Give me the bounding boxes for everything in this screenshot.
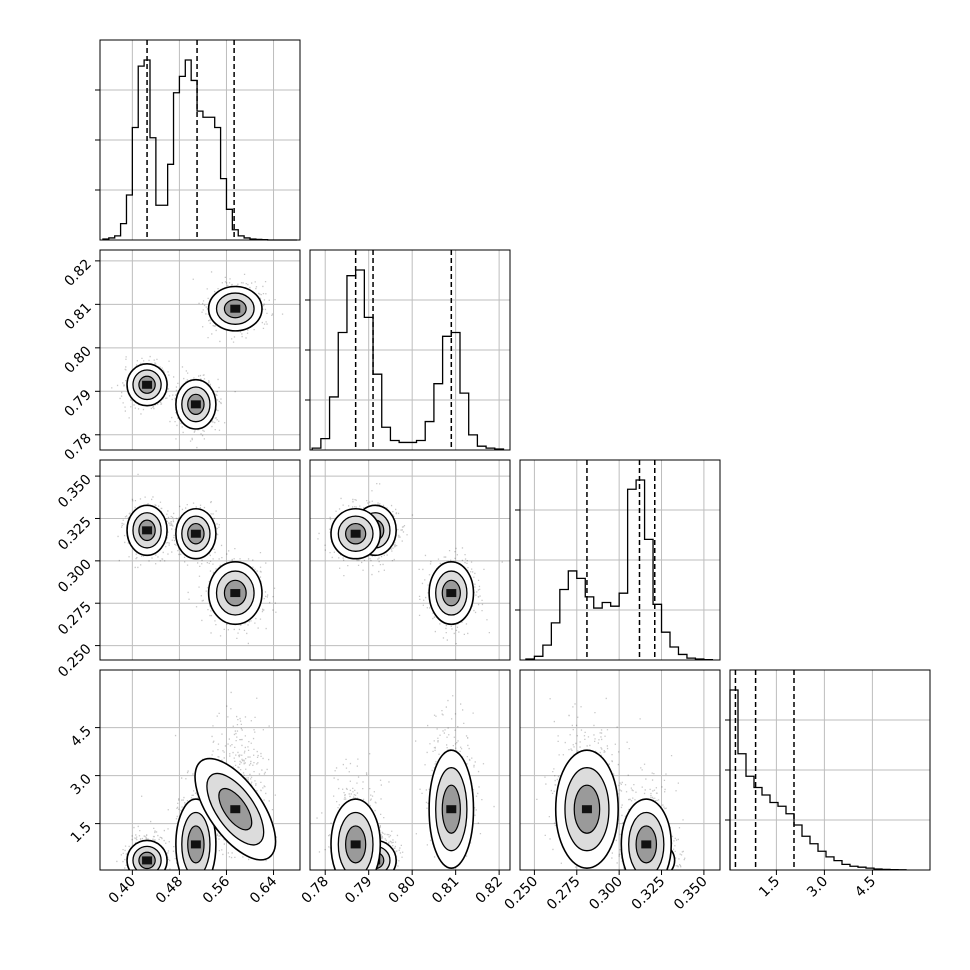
x-tick-label: 0.80 xyxy=(386,874,419,907)
panel-body xyxy=(116,691,278,870)
panel-frame xyxy=(519,669,721,871)
histogram-3 xyxy=(729,689,907,871)
x-tick-label: 0.350 xyxy=(671,874,711,914)
panel-3-1 xyxy=(309,669,511,871)
panel-frame xyxy=(99,459,301,661)
y-tick-label: 4.5 xyxy=(68,723,95,750)
y-tick-label: 0.80 xyxy=(61,343,94,376)
panel-body xyxy=(316,695,495,870)
density-peak xyxy=(446,589,457,598)
panel-3-2 xyxy=(519,669,721,871)
x-tick-label: 0.64 xyxy=(247,873,280,906)
y-tick-label: 0.300 xyxy=(55,556,95,596)
y-tick-label: 0.275 xyxy=(55,599,95,639)
density-peak xyxy=(190,400,201,409)
histogram-2 xyxy=(525,479,714,661)
panel-frame xyxy=(309,459,511,661)
x-tick-label: 0.40 xyxy=(106,874,139,907)
x-tick-label: 1.5 xyxy=(756,874,783,901)
panel-3-0 xyxy=(99,669,301,871)
y-tick-label: 0.325 xyxy=(55,514,95,554)
x-tick-label: 0.48 xyxy=(153,874,186,907)
y-tick-label: 1.5 xyxy=(68,819,95,846)
panel-frame xyxy=(99,249,301,451)
x-tick-label: 0.250 xyxy=(502,874,542,914)
density-peak xyxy=(350,840,361,849)
panel-2-2 xyxy=(515,459,721,661)
panel-frame xyxy=(729,669,931,871)
density-peak xyxy=(142,526,153,535)
density-peak xyxy=(350,529,361,538)
panel-body xyxy=(117,473,277,645)
density-peak xyxy=(142,380,153,389)
panel-frame xyxy=(519,459,721,661)
panel-frame xyxy=(99,39,301,241)
density-peak xyxy=(446,805,457,814)
density-peak xyxy=(581,805,592,814)
y-tick-label: 0.350 xyxy=(55,472,95,512)
y-tick-label: 0.78 xyxy=(61,430,94,463)
density-peak xyxy=(230,304,241,313)
panel-body xyxy=(111,271,284,450)
panel-2-1 xyxy=(309,459,511,661)
x-tick-label: 0.325 xyxy=(629,874,669,914)
x-tick-label: 4.5 xyxy=(852,874,879,901)
y-tick-label: 0.250 xyxy=(55,641,95,681)
y-tick-label: 3.0 xyxy=(68,771,95,798)
x-tick-label: 0.300 xyxy=(586,874,626,914)
panel-body xyxy=(317,483,503,645)
panel-frame xyxy=(309,669,511,871)
panel-3-3 xyxy=(725,669,931,871)
panel-1-1 xyxy=(305,249,511,451)
panel-1-0 xyxy=(99,249,301,451)
x-tick-label: 0.81 xyxy=(429,874,462,907)
panel-frame xyxy=(99,669,301,871)
panel-frame xyxy=(309,249,511,451)
y-tick-label: 0.79 xyxy=(61,387,94,420)
scatter-points xyxy=(317,483,503,645)
density-peak xyxy=(190,840,201,849)
panel-2-0 xyxy=(99,459,301,661)
histogram-0 xyxy=(102,59,298,241)
y-tick-label: 0.82 xyxy=(61,256,94,289)
x-tick-label: 0.79 xyxy=(342,874,375,907)
x-tick-label: 0.56 xyxy=(200,873,233,906)
density-peak xyxy=(190,529,201,538)
density-peak xyxy=(641,840,652,849)
y-tick-label: 0.81 xyxy=(61,300,94,333)
x-tick-label: 0.275 xyxy=(544,874,584,914)
density-peak xyxy=(230,805,241,814)
density-peak xyxy=(142,856,153,865)
density-peak xyxy=(230,589,241,598)
x-tick-label: 0.78 xyxy=(299,874,332,907)
panel-body xyxy=(536,697,686,870)
panel-0-0 xyxy=(95,39,301,241)
histogram-1 xyxy=(311,269,505,450)
x-tick-label: 3.0 xyxy=(804,874,831,901)
